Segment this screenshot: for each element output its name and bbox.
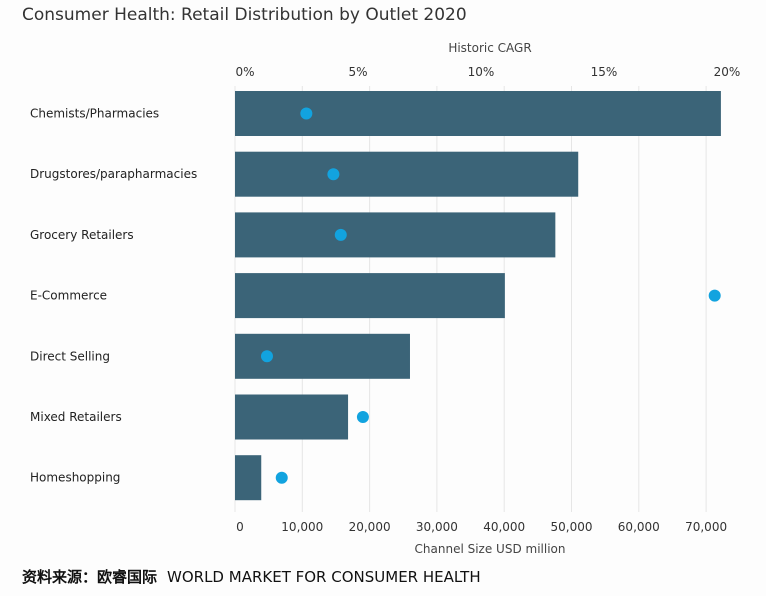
- cagr-point: [260, 350, 273, 363]
- bottom-tick-label: 70,000: [685, 520, 727, 534]
- cagr-point: [275, 471, 288, 484]
- chart-title: Consumer Health: Retail Distribution by …: [22, 5, 467, 25]
- cagr-point: [708, 289, 721, 302]
- top-axis-label: Historic CAGR: [448, 41, 531, 55]
- source-en: WORLD MARKET FOR CONSUMER HEALTH: [167, 568, 481, 586]
- category-label: Homeshopping: [30, 471, 120, 485]
- cagr-point: [327, 168, 340, 181]
- bar: [235, 212, 556, 258]
- bar: [235, 455, 262, 501]
- bar: [235, 151, 579, 197]
- bottom-tick-label: 60,000: [618, 520, 660, 534]
- category-label: Chemists/Pharmacies: [30, 107, 159, 121]
- bottom-axis-label: Channel Size USD million: [415, 542, 566, 556]
- bottom-tick-label: 0: [236, 520, 244, 534]
- cagr-point: [334, 228, 347, 241]
- top-tick-label: 10%: [468, 65, 495, 79]
- category-label: Grocery Retailers: [30, 228, 134, 242]
- source-cn: 资料来源：欧睿国际: [22, 568, 158, 586]
- bottom-tick-label: 10,000: [281, 520, 323, 534]
- category-label: Direct Selling: [30, 349, 110, 363]
- bottom-tick-label: 50,000: [551, 520, 593, 534]
- category-label: Mixed Retailers: [30, 410, 122, 424]
- cagr-point: [356, 411, 369, 423]
- top-tick-label: 15%: [591, 65, 618, 79]
- bottom-tick-label: 30,000: [416, 520, 458, 534]
- bar: [235, 394, 349, 440]
- top-tick-label: 5%: [348, 65, 367, 79]
- bar: [235, 91, 721, 136]
- cagr-point: [300, 107, 313, 120]
- top-tick-label: 0%: [235, 65, 254, 79]
- source-note: 资料来源：欧睿国际 WORLD MARKET FOR CONSUMER HEALT…: [22, 566, 481, 587]
- category-label: Drugstores/parapharmacies: [30, 167, 197, 181]
- bar: [235, 273, 505, 319]
- bottom-tick-label: 20,000: [349, 520, 391, 534]
- top-tick-label: 20%: [714, 65, 741, 79]
- category-label: E-Commerce: [30, 289, 107, 303]
- bottom-tick-label: 40,000: [483, 520, 525, 534]
